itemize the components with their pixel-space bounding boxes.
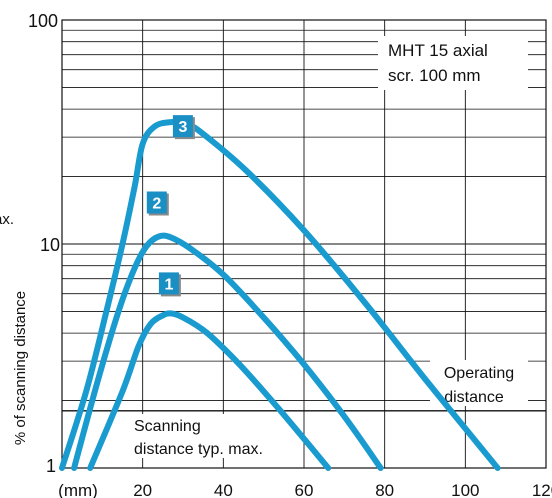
scanning-distance-note-line-1: Scanning [134,418,201,435]
y-axis-label: % of scanning distance [12,291,29,445]
scanning-distance-note-bg [130,414,296,458]
y-tick-label-1: 1 [46,456,56,476]
x-tick-label: 80 [375,481,394,498]
series-badge-2 [146,191,167,214]
x-tick-labels: 20 40 60 80 100 120 [133,481,552,498]
x-tick-label: 120 [532,481,552,498]
annotation-line-2: scr. 100 mm [388,66,481,85]
plot-area [61,19,547,469]
annotation-box [378,36,528,90]
x-tick-label: 100 [451,481,479,498]
y-tick-label-10: 10 [40,235,60,255]
operating-distance-label-bg [430,360,528,406]
cut-off-label: max. [0,211,14,228]
series-badge-label-2: 2 [152,196,161,213]
series-badge-label-1: 1 [164,276,173,293]
x-tick-label: 20 [133,481,152,498]
operating-distance-label-line-2: distance [444,389,504,406]
series-line-2 [71,232,384,471]
x-tick-label: 40 [214,481,233,498]
operating-distance-label-line-1: Operating [444,365,514,382]
scanning-distance-note-line-2: distance typ. max. [134,441,263,458]
y-tick-label-100: 100 [28,11,58,31]
series-line-1 [87,310,332,471]
plot-border [61,19,547,469]
series-layer: 1 2 3 [59,115,501,471]
series-badge-1 [158,272,179,295]
series-badge-label-3: 3 [178,119,187,136]
annotation-line-1: MHT 15 axial [388,41,488,60]
x-tick-label: 60 [295,481,314,498]
series-badge-3 [172,115,193,138]
x-unit-label: (mm) [58,481,98,498]
